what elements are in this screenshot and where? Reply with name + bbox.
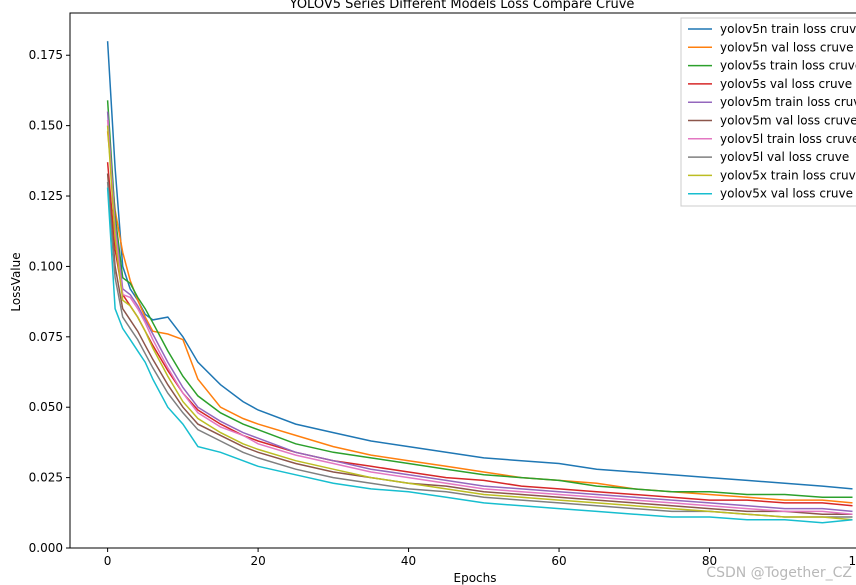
legend-label: yolov5n train loss cruve <box>720 22 856 36</box>
series-line-4 <box>106 111 853 513</box>
x-tick-label: 20 <box>250 554 265 568</box>
x-tick-label: 0 <box>104 554 112 568</box>
watermark-text: CSDN @Together_CZ <box>706 565 852 581</box>
x-tick-label: 100 <box>849 554 856 568</box>
x-tick-label: 60 <box>551 554 566 568</box>
series-lines <box>106 41 853 524</box>
series-line-5 <box>106 173 853 515</box>
legend-label: yolov5l train loss cruve <box>720 132 856 146</box>
legend-label: yolov5m train loss cruve <box>720 95 856 109</box>
y-axis-ticks: 0.000 0.025 0.050 0.075 0.100 0.125 0.150 0.175 <box>29 48 70 555</box>
legend-box <box>680 17 856 207</box>
y-tick-label: 0.175 <box>29 48 63 62</box>
chart-title: YOLOV5 Series Different Models Loss Comp… <box>289 0 635 12</box>
series-line-8 <box>106 125 853 521</box>
series-line-6 <box>106 119 853 515</box>
series-line-9 <box>106 187 853 524</box>
series-line-1 <box>106 131 853 504</box>
y-tick-label: 0.025 <box>29 471 63 485</box>
series-line-2 <box>106 100 853 499</box>
y-tick-label: 0.050 <box>29 400 63 414</box>
legend-label: yolov5x train loss cruve <box>720 168 856 182</box>
y-tick-label: 0.150 <box>29 119 63 133</box>
x-axis-ticks: 0 20 40 60 80 100 <box>104 548 856 568</box>
y-tick-label: 0.000 <box>29 541 63 555</box>
x-axis-label: Epochs <box>454 571 497 585</box>
x-tick-label: 80 <box>702 554 717 568</box>
chart-legend: yolov5n train loss cruve yolov5n val loss… <box>680 17 856 207</box>
legend-label: yolov5m val loss cruve <box>720 114 856 128</box>
y-axis-label: LossValue <box>9 252 23 311</box>
y-tick-label: 0.075 <box>29 330 63 344</box>
y-tick-label: 0.100 <box>29 259 63 273</box>
legend-label: yolov5l val loss cruve <box>720 150 849 164</box>
series-line-7 <box>106 181 853 518</box>
legend-label: yolov5x val loss cruve <box>720 187 853 201</box>
y-tick-label: 0.125 <box>29 189 63 203</box>
x-tick-label: 40 <box>401 554 416 568</box>
legend-label: yolov5s train loss cruve <box>720 59 856 73</box>
series-line-0 <box>106 41 853 490</box>
legend-label: yolov5n val loss cruve <box>720 40 854 54</box>
legend-label: yolov5s val loss cruve <box>720 77 852 91</box>
